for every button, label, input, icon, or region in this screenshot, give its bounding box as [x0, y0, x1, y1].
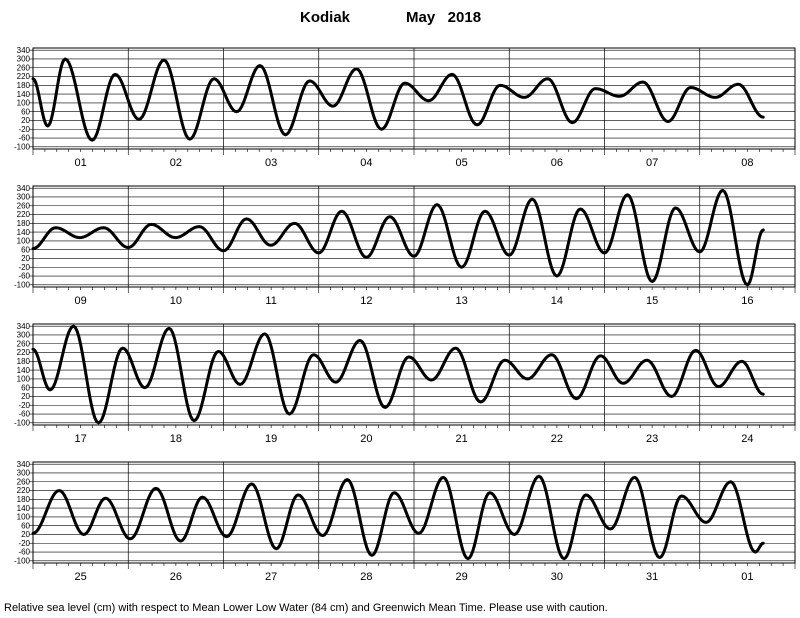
day-label: 17	[75, 433, 87, 445]
y-tick-label: 100	[17, 513, 31, 522]
day-label: 09	[75, 295, 87, 307]
y-tick-label: 60	[21, 383, 30, 392]
day-label: 12	[360, 295, 372, 307]
day-label: 15	[646, 295, 658, 307]
panel-frame	[32, 185, 796, 288]
day-label: 01	[75, 157, 87, 169]
y-tick-label: -60	[18, 272, 30, 281]
tide-curve	[31, 474, 765, 561]
day-label: 28	[360, 571, 372, 583]
y-tick-label: 100	[17, 375, 31, 384]
panel-frame	[32, 47, 796, 150]
y-tick-label: 220	[17, 72, 31, 81]
day-label: 06	[551, 157, 563, 169]
day-label: 01	[741, 571, 753, 583]
day-label: 03	[265, 157, 277, 169]
month-year-title: May 2018	[406, 9, 481, 26]
y-tick-label: 140	[17, 228, 31, 237]
day-label: 08	[741, 157, 753, 169]
tide-curve	[31, 188, 765, 287]
day-label: 04	[360, 157, 372, 169]
y-tick-label: 300	[17, 469, 31, 478]
day-label: 18	[170, 433, 182, 445]
station-title: Kodiak	[300, 9, 351, 26]
day-label: 05	[456, 157, 468, 169]
day-label: 30	[551, 571, 563, 583]
day-label: 19	[265, 433, 277, 445]
y-tick-label: 180	[17, 219, 31, 228]
y-tick-label: -20	[18, 125, 30, 134]
day-label: 11	[265, 295, 276, 307]
y-tick-label: -100	[14, 143, 31, 152]
y-tick-label: -100	[14, 557, 31, 566]
day-label: 23	[646, 433, 658, 445]
y-tick-label: 300	[17, 193, 31, 202]
day-label: 27	[265, 571, 277, 583]
panel-frame	[32, 323, 796, 426]
y-tick-label: -100	[14, 281, 31, 290]
y-tick-label: 340	[17, 460, 31, 469]
y-tick-label: 300	[17, 55, 31, 64]
y-tick-label: 20	[21, 254, 30, 263]
y-tick-label: -60	[18, 548, 30, 557]
y-tick-label: -20	[18, 401, 30, 410]
y-tick-label: 260	[17, 63, 31, 72]
y-tick-label: -60	[18, 410, 30, 419]
y-tick-label: 260	[17, 201, 31, 210]
day-label: 16	[741, 295, 753, 307]
day-label: 14	[551, 295, 563, 307]
y-tick-label: 180	[17, 357, 31, 366]
y-tick-label: 220	[17, 348, 31, 357]
y-tick-label: 140	[17, 366, 31, 375]
y-tick-label: 340	[17, 322, 31, 331]
y-tick-label: 20	[21, 116, 30, 125]
day-label: 21	[456, 433, 468, 445]
y-tick-label: 260	[17, 339, 31, 348]
day-label: 13	[456, 295, 468, 307]
panel-frame	[32, 461, 796, 564]
y-tick-label: 140	[17, 504, 31, 513]
day-label: 20	[360, 433, 372, 445]
day-label: 10	[170, 295, 182, 307]
y-tick-label: 300	[17, 331, 31, 340]
day-label: 26	[170, 571, 182, 583]
y-tick-label: 140	[17, 90, 31, 99]
y-tick-label: 60	[21, 521, 30, 530]
y-tick-label: 260	[17, 477, 31, 486]
day-label: 24	[741, 433, 753, 445]
y-tick-label: 180	[17, 495, 31, 504]
y-tick-label: 20	[21, 530, 30, 539]
day-label: 02	[170, 157, 182, 169]
y-tick-label: 340	[17, 184, 31, 193]
y-tick-label: -100	[14, 419, 31, 428]
footer-note: Relative sea level (cm) with respect to …	[4, 602, 608, 614]
day-label: 22	[551, 433, 563, 445]
y-tick-label: -60	[18, 134, 30, 143]
y-tick-label: 60	[21, 107, 30, 116]
day-label: 07	[646, 157, 658, 169]
tide-curve	[31, 57, 765, 142]
y-tick-label: 60	[21, 245, 30, 254]
tide-curve	[31, 324, 765, 425]
y-tick-label: 20	[21, 392, 30, 401]
y-tick-label: 100	[17, 237, 31, 246]
y-tick-label: 220	[17, 486, 31, 495]
y-tick-label: 100	[17, 99, 31, 108]
y-tick-label: -20	[18, 263, 30, 272]
day-label: 31	[646, 571, 658, 583]
y-tick-label: -20	[18, 539, 30, 548]
y-tick-label: 180	[17, 81, 31, 90]
day-label: 25	[75, 571, 87, 583]
day-label: 29	[456, 571, 468, 583]
y-tick-label: 220	[17, 210, 31, 219]
y-tick-label: 340	[17, 46, 31, 55]
